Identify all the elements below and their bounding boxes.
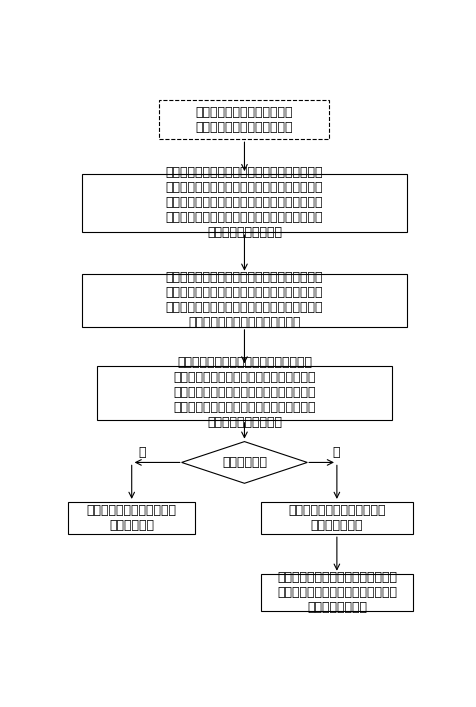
Text: 匹配检验系统控制数控机床
正常启动加工: 匹配检验系统控制数控机床 正常启动加工 bbox=[87, 504, 176, 532]
Text: 是否匹配无误: 是否匹配无误 bbox=[221, 456, 267, 469]
Text: 匹配检验系统控制数控机床采集工装标识和工件
标识，并提取数控机床采集的工装标识和工件标
识以及数控机床当前设置的加工工艺参数和加工
控制程序标识作为匹配对象信息: 匹配检验系统控制数控机床采集工装标识和工件 标识，并提取数控机床采集的工装标识和… bbox=[165, 271, 323, 329]
Text: 匹配检验系统针对匹配对象信息项与
匹配基准信息项的对比匹配结果进行
匹配错误报警提示: 匹配检验系统针对匹配对象信息项与 匹配基准信息项的对比匹配结果进行 匹配错误报警… bbox=[276, 571, 396, 614]
Text: 是: 是 bbox=[139, 445, 146, 459]
Bar bbox=[82, 274, 406, 327]
Bar bbox=[96, 366, 391, 419]
Text: 匹配检验系统将匹配对象信息项的工装标
识、工件标识、加工工艺参数和加工控制程
序标识与匹配基准信息项的工装标识、工件
标识、加工工艺参数和加工控制程序标识逐
一: 匹配检验系统将匹配对象信息项的工装标 识、工件标识、加工工艺参数和加工控制程 序… bbox=[173, 356, 315, 429]
Bar bbox=[68, 502, 195, 534]
Bar bbox=[159, 100, 329, 139]
Text: 否: 否 bbox=[332, 445, 339, 459]
Bar bbox=[260, 573, 412, 611]
Polygon shape bbox=[181, 442, 307, 484]
Bar bbox=[82, 174, 406, 232]
Text: 当数控机床启动加工时，向匹
配检验系统发出启动加工请求: 当数控机床启动加工时，向匹 配检验系统发出启动加工请求 bbox=[195, 105, 293, 134]
Text: 匹配检验系统控制数控机床取
消加工启动操作: 匹配检验系统控制数控机床取 消加工启动操作 bbox=[288, 504, 385, 532]
Bar bbox=[260, 502, 412, 534]
Text: 匹配检验系统接收到来自数控机床的启动加工请
求，从匹配数据库中调取启动加工请求中的加工
生产任务标识相应的加工生产任务对应的工装标
识、工件标识、加工工艺参数和: 匹配检验系统接收到来自数控机床的启动加工请 求，从匹配数据库中调取启动加工请求中… bbox=[165, 166, 323, 240]
